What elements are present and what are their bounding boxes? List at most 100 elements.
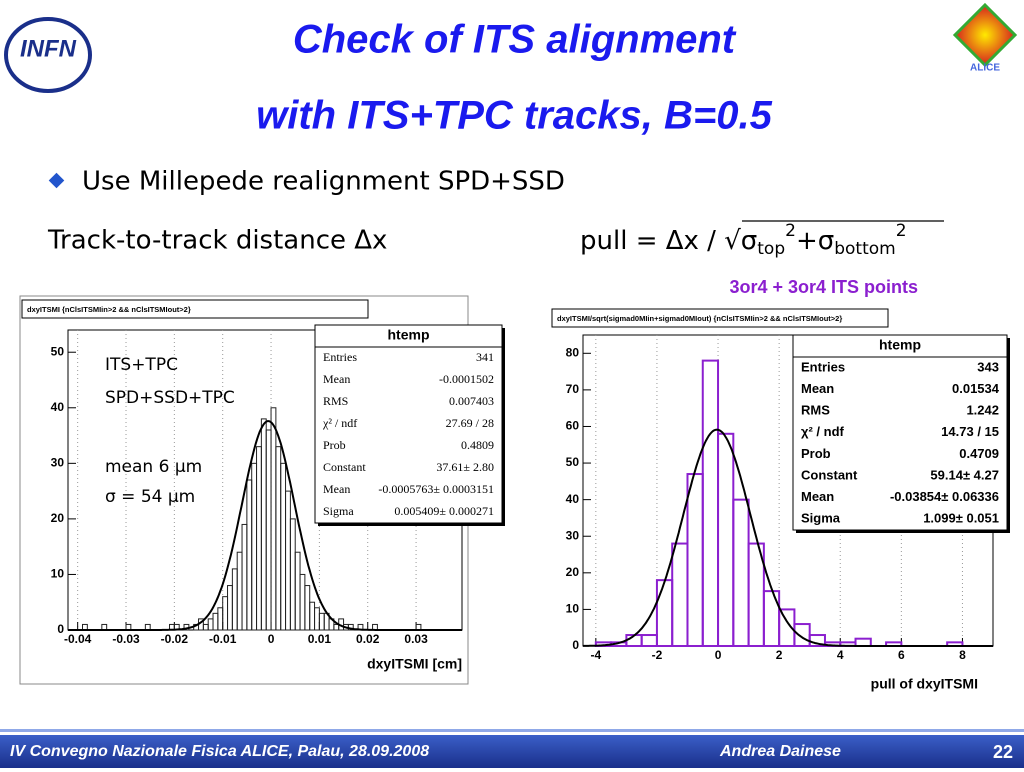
stats-value: 14.73 / 15 bbox=[941, 424, 999, 439]
logo-alice-mark bbox=[952, 2, 1018, 68]
y-tick-label: 0 bbox=[572, 638, 579, 652]
heading-part: +σ bbox=[796, 226, 834, 256]
footer-line bbox=[0, 729, 1024, 732]
logo-infn: INFN bbox=[20, 35, 77, 62]
x-tick-label: 2 bbox=[776, 648, 783, 662]
x-tick-label: 0.02 bbox=[356, 632, 380, 646]
y-tick-label: 50 bbox=[566, 455, 580, 469]
bullet-text: Use Millepede realignment SPD+SSD bbox=[82, 167, 565, 197]
annotation: SPD+SSD+TPC bbox=[105, 388, 235, 408]
title-box bbox=[21, 299, 369, 319]
stats-label: χ² / ndf bbox=[322, 416, 357, 430]
x-tick-label: -0.04 bbox=[64, 632, 92, 646]
stats-title: htemp bbox=[879, 337, 921, 353]
stats-value: 0.4809 bbox=[461, 438, 494, 452]
logo-alice: ALICE bbox=[970, 63, 1000, 74]
stats-value: 37.61± 2.80 bbox=[436, 460, 494, 474]
y-tick-label: 10 bbox=[566, 602, 580, 616]
stats-value: 0.007403 bbox=[449, 394, 494, 408]
left-heading: Track-to-track distance Δx bbox=[47, 226, 387, 256]
stats-value: 27.69 / 28 bbox=[446, 416, 494, 430]
stats-value: 0.4709 bbox=[959, 446, 999, 461]
stats-label: Prob bbox=[323, 438, 346, 452]
heading-sub: bottom bbox=[834, 239, 895, 259]
footer-bar bbox=[0, 735, 1024, 768]
right-heading: pull = Δx / √σtop2+σbottom2 bbox=[580, 221, 907, 259]
y-tick-label: 20 bbox=[566, 565, 580, 579]
stats-label: Constant bbox=[323, 460, 366, 474]
chart-title: dxyITSMI/sqrt(sigmad0MIin+sigmad0MIout) … bbox=[557, 314, 842, 323]
y-tick-label: 10 bbox=[51, 567, 65, 581]
heading-part: pull = Δx / √σ bbox=[580, 226, 757, 256]
stats-label: Entries bbox=[323, 350, 357, 364]
stats-value: 0.01534 bbox=[952, 381, 1000, 396]
heading-sup: 2 bbox=[785, 221, 796, 241]
y-tick-label: 30 bbox=[51, 456, 65, 470]
y-tick-label: 60 bbox=[566, 419, 580, 433]
y-tick-label: 20 bbox=[51, 511, 65, 525]
stats-label: χ² / ndf bbox=[801, 424, 845, 439]
x-tick-label: -0.03 bbox=[112, 632, 140, 646]
fit-curve bbox=[68, 420, 462, 631]
stats-label: RMS bbox=[801, 403, 830, 418]
annotation: ITS+TPC bbox=[105, 355, 178, 375]
x-tick-label: 0.03 bbox=[404, 632, 428, 646]
page-number: 22 bbox=[993, 742, 1013, 762]
stats-value: 341 bbox=[476, 350, 494, 364]
x-tick-label: -2 bbox=[652, 648, 663, 662]
y-tick-label: 80 bbox=[566, 345, 580, 359]
y-tick-label: 40 bbox=[51, 400, 65, 414]
stats-value: 343 bbox=[977, 359, 999, 374]
stats-value: -0.0005763± 0.0003151 bbox=[378, 482, 494, 496]
x-axis-label: pull of dxyITSMI bbox=[871, 676, 978, 692]
x-tick-label: 0 bbox=[715, 648, 722, 662]
x-tick-label: 8 bbox=[959, 648, 966, 662]
stats-label: Mean bbox=[323, 372, 350, 386]
stats-box bbox=[792, 334, 1008, 531]
stats-label: Mean bbox=[801, 489, 834, 504]
x-tick-label: -4 bbox=[590, 648, 601, 662]
stats-label: Mean bbox=[801, 381, 834, 396]
y-tick-label: 50 bbox=[51, 344, 65, 358]
heading-sup: 2 bbox=[896, 221, 907, 241]
annotation: σ = 54 μm bbox=[105, 487, 195, 507]
x-tick-label: 0 bbox=[268, 632, 275, 646]
title-line: Check of ITS alignment bbox=[293, 18, 737, 62]
x-tick-label: -0.02 bbox=[161, 632, 189, 646]
stats-value: 1.242 bbox=[966, 403, 999, 418]
stats-value: 59.14± 4.27 bbox=[930, 467, 999, 482]
logo-ring bbox=[4, 17, 92, 93]
heading-sub: top bbox=[757, 239, 785, 259]
stats-value: 1.099± 0.051 bbox=[923, 511, 999, 526]
x-tick-label: -0.01 bbox=[209, 632, 237, 646]
stats-label: RMS bbox=[323, 394, 348, 408]
stats-label: Sigma bbox=[323, 504, 354, 518]
x-tick-label: 6 bbox=[898, 648, 905, 662]
footer-author: Andrea Dainese bbox=[719, 743, 841, 760]
fit-curve bbox=[583, 428, 993, 647]
x-axis-label: dxyITSMI [cm] bbox=[367, 656, 462, 672]
title-box bbox=[551, 308, 889, 328]
chart-title: dxyITSMI {nClsITSMIin>2 && nClsITSMIout>… bbox=[27, 305, 191, 314]
stats-title: htemp bbox=[388, 327, 430, 343]
bullet-icon bbox=[48, 172, 65, 189]
y-tick-label: 30 bbox=[566, 528, 580, 542]
stats-value: -0.03854± 0.06336 bbox=[890, 489, 999, 504]
stats-label: Entries bbox=[801, 359, 845, 374]
stats-box bbox=[314, 324, 503, 524]
y-tick-label: 70 bbox=[566, 382, 580, 396]
x-tick-label: 4 bbox=[837, 648, 844, 662]
stats-label: Sigma bbox=[801, 511, 841, 526]
annotation: mean 6 μm bbox=[105, 457, 202, 477]
stats-label: Mean bbox=[323, 482, 350, 496]
stats-label: Prob bbox=[801, 446, 831, 461]
footer-event: IV Convegno Nazionale Fisica ALICE, Pala… bbox=[10, 743, 429, 760]
x-tick-label: 0.01 bbox=[308, 632, 332, 646]
stats-value: -0.0001502 bbox=[439, 372, 494, 386]
points-note: 3or4 + 3or4 ITS points bbox=[729, 277, 918, 297]
y-tick-label: 0 bbox=[57, 622, 64, 636]
stats-value: 0.005409± 0.000271 bbox=[394, 504, 494, 518]
title-line: with ITS+TPC tracks, B=0.5 bbox=[256, 94, 772, 138]
stats-label: Constant bbox=[801, 467, 858, 482]
